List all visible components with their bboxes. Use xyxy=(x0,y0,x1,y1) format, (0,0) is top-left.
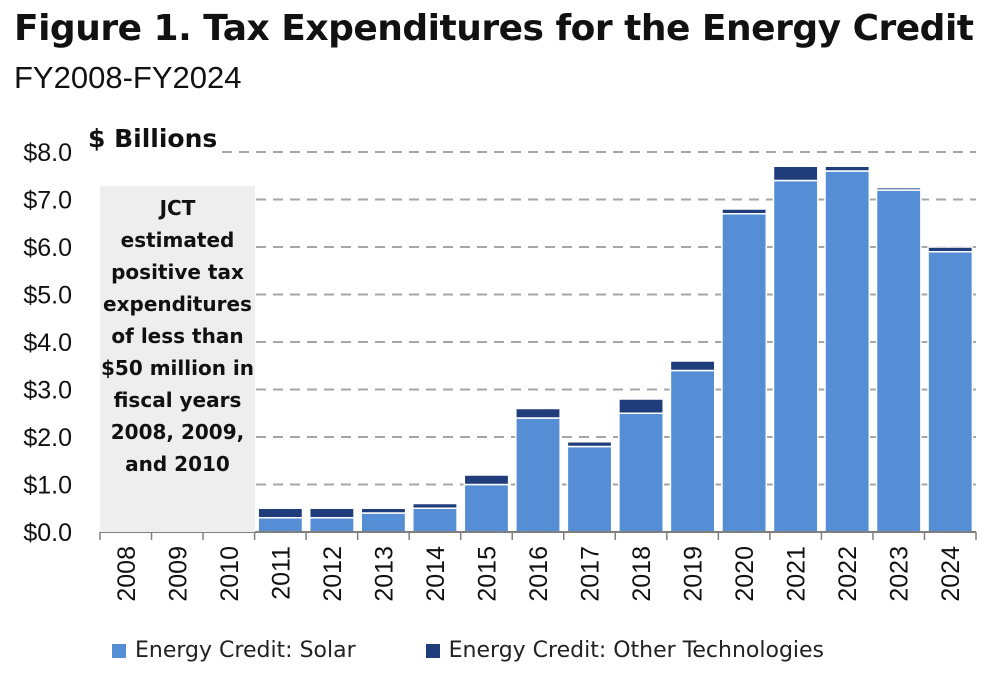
y-tick-label: $5.0 xyxy=(23,282,72,310)
bar-solar xyxy=(875,189,922,533)
bar-other xyxy=(412,502,458,509)
bar-solar xyxy=(308,517,355,533)
x-tick-label: 2010 xyxy=(216,546,244,602)
y-tick-label: $0.0 xyxy=(23,519,72,547)
jct-note-box: JCT estimated positive tax expenditures … xyxy=(100,186,255,532)
bar-other xyxy=(308,507,355,519)
bar-other xyxy=(772,165,819,182)
legend-label-solar: Energy Credit: Solar xyxy=(135,638,356,663)
x-tick-label: 2024 xyxy=(937,546,965,602)
x-tick-label: 2008 xyxy=(113,546,141,602)
y-tick-label: $2.0 xyxy=(23,424,72,452)
legend: Energy Credit: Solar Energy Credit: Othe… xyxy=(112,638,824,663)
bar-other xyxy=(566,441,613,448)
bar-solar xyxy=(412,507,458,533)
x-tick-label: 2020 xyxy=(731,546,759,602)
x-tick-label: 2017 xyxy=(577,546,605,602)
bar-other xyxy=(618,398,664,414)
bar-solar xyxy=(566,445,613,533)
bar-solar xyxy=(669,369,716,533)
bar-other xyxy=(721,208,768,215)
x-tick-label: 2019 xyxy=(680,546,708,602)
bar-other xyxy=(515,407,561,419)
y-tick-label: $3.0 xyxy=(23,377,72,405)
legend-item-other: Energy Credit: Other Technologies xyxy=(425,638,825,663)
y-tick-label: $4.0 xyxy=(23,329,72,357)
bar-other xyxy=(463,474,510,486)
y-tick-label: $8.0 xyxy=(23,139,72,167)
x-tick-label: 2023 xyxy=(886,546,914,602)
bar-other xyxy=(669,360,716,372)
x-tick-label: 2015 xyxy=(473,546,501,602)
bar-solar xyxy=(463,483,510,533)
bar-solar xyxy=(360,512,407,533)
bar-solar xyxy=(772,179,819,533)
bar-solar xyxy=(721,213,768,533)
legend-swatch-solar xyxy=(112,643,126,658)
bar-solar xyxy=(927,251,974,533)
chart-subtitle: FY2008-FY2024 xyxy=(14,60,242,95)
bar-other xyxy=(824,165,871,172)
y-tick-label: $6.0 xyxy=(23,234,72,262)
x-tick-label: 2014 xyxy=(422,546,450,602)
bar-other xyxy=(875,186,922,191)
y-axis-unit-label: $ Billions xyxy=(88,124,218,153)
legend-swatch-other xyxy=(425,643,440,658)
bar-solar xyxy=(824,170,871,533)
x-tick-label: 2009 xyxy=(164,546,192,602)
y-tick-label: $1.0 xyxy=(23,472,72,500)
x-tick-label: 2022 xyxy=(834,546,862,602)
x-tick-label: 2011 xyxy=(267,546,295,600)
legend-label-other: Energy Credit: Other Technologies xyxy=(448,638,825,663)
chart-title: Figure 1. Tax Expenditures for the Energ… xyxy=(14,8,974,49)
bar-other xyxy=(927,246,974,253)
x-tick-label: 2021 xyxy=(783,546,811,602)
bar-solar xyxy=(618,412,664,533)
bar-other xyxy=(257,507,304,519)
bar-solar xyxy=(257,517,304,533)
x-tick-label: 2016 xyxy=(525,546,553,602)
x-tick-label: 2013 xyxy=(370,546,398,602)
bar-other xyxy=(360,507,407,514)
y-tick-label: $7.0 xyxy=(23,187,72,215)
bar-solar xyxy=(515,417,561,533)
x-tick-label: 2012 xyxy=(319,546,347,602)
x-tick-label: 2018 xyxy=(628,546,656,602)
legend-item-solar: Energy Credit: Solar xyxy=(112,638,356,663)
